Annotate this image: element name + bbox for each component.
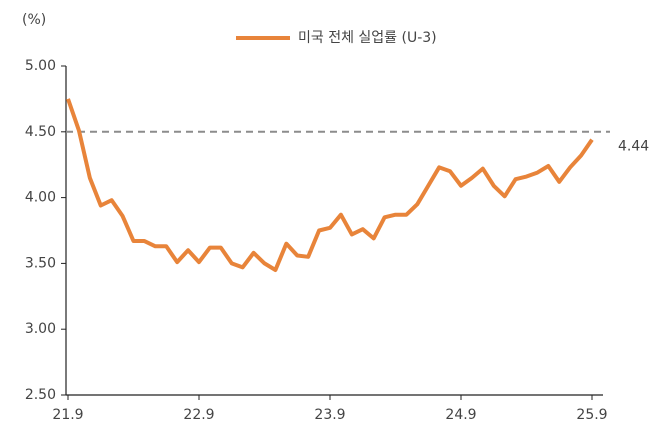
x-tick-label: 22.9 [183,407,214,423]
x-tick-label: 24.9 [445,407,476,423]
y-tick-label: 3.50 [25,255,56,271]
x-tick-label: 21.9 [52,407,83,423]
y-tick-label: 4.00 [25,190,56,206]
y-tick-label: 2.50 [25,387,56,403]
value-label: 4.44 [618,139,649,155]
line [66,98,594,272]
y-axis-label: (%) [22,12,46,28]
y-tick-label: 4.50 [25,124,56,140]
x-tick-label: 23.9 [314,407,345,423]
y-tick-label: 3.00 [25,321,56,337]
legend-label: 미국 전체 실업률 (U-3) [298,30,437,46]
y-tick-label: 5.00 [25,58,56,74]
x-tick-label: 25.9 [576,407,607,423]
